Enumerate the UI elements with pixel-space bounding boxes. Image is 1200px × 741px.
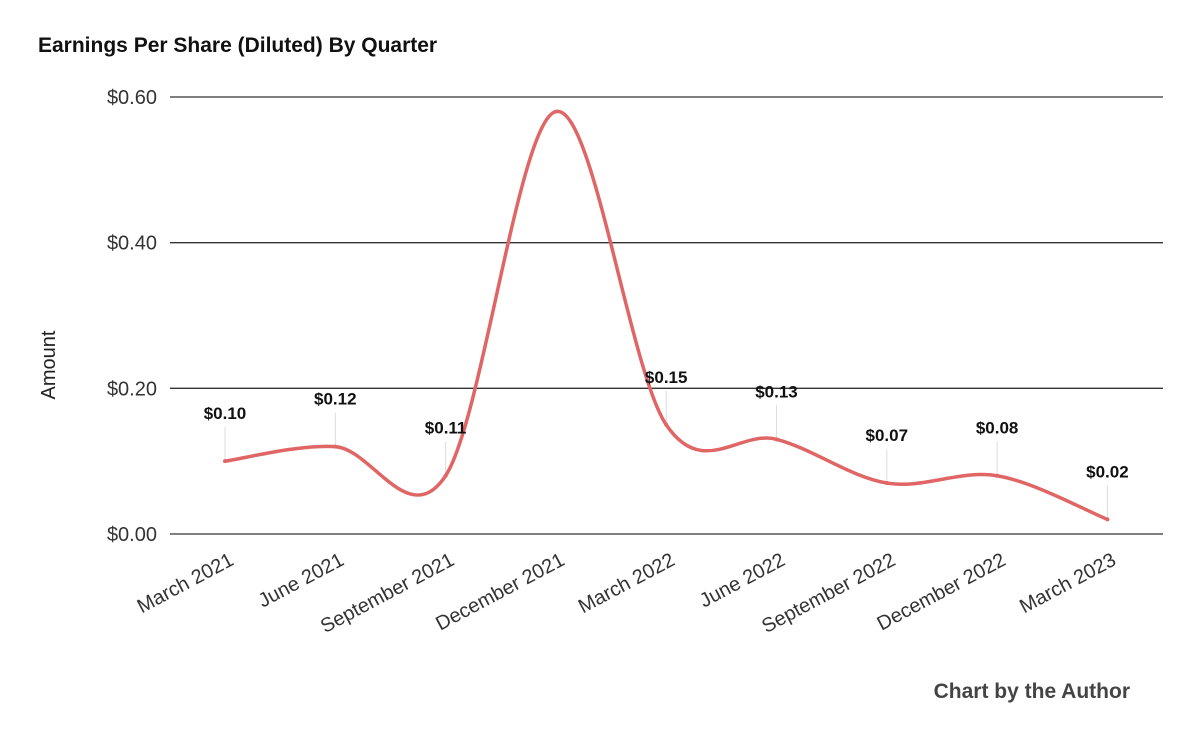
y-tick-label: $0.20	[107, 378, 157, 400]
data-label: $0.13	[755, 382, 798, 401]
x-tick-label: March 2021	[134, 549, 238, 618]
data-label: $0.07	[866, 426, 909, 445]
data-point	[774, 437, 779, 442]
data-label: $0.12	[314, 390, 357, 409]
y-tick-label: $0.60	[107, 87, 157, 109]
series-line	[223, 109, 1110, 522]
data-label: $0.11	[425, 419, 467, 438]
x-tick-label: March 2022	[575, 549, 679, 618]
x-tick-label: June 2022	[696, 549, 789, 612]
data-point	[443, 473, 448, 478]
data-point	[995, 473, 1000, 478]
data-label: $0.02	[1086, 462, 1129, 481]
y-axis-label: Amount	[38, 330, 60, 399]
y-tick-label: $0.00	[107, 524, 157, 546]
chart-credit: Chart by the Author	[933, 680, 1130, 703]
data-label: $0.08	[976, 419, 1019, 438]
data-point	[553, 109, 558, 114]
data-point	[664, 422, 669, 427]
y-tick-label: $0.40	[107, 233, 157, 255]
data-point	[1105, 517, 1110, 522]
data-label: $0.15	[645, 368, 688, 387]
data-label: $0.10	[204, 404, 247, 423]
chart-title: Earnings Per Share (Diluted) By Quarter	[38, 34, 438, 57]
data-point	[223, 459, 227, 464]
data-point	[884, 481, 889, 486]
x-tick-label: March 2023	[1016, 549, 1120, 618]
x-tick-label: June 2021	[255, 549, 348, 612]
data-point	[333, 444, 338, 449]
